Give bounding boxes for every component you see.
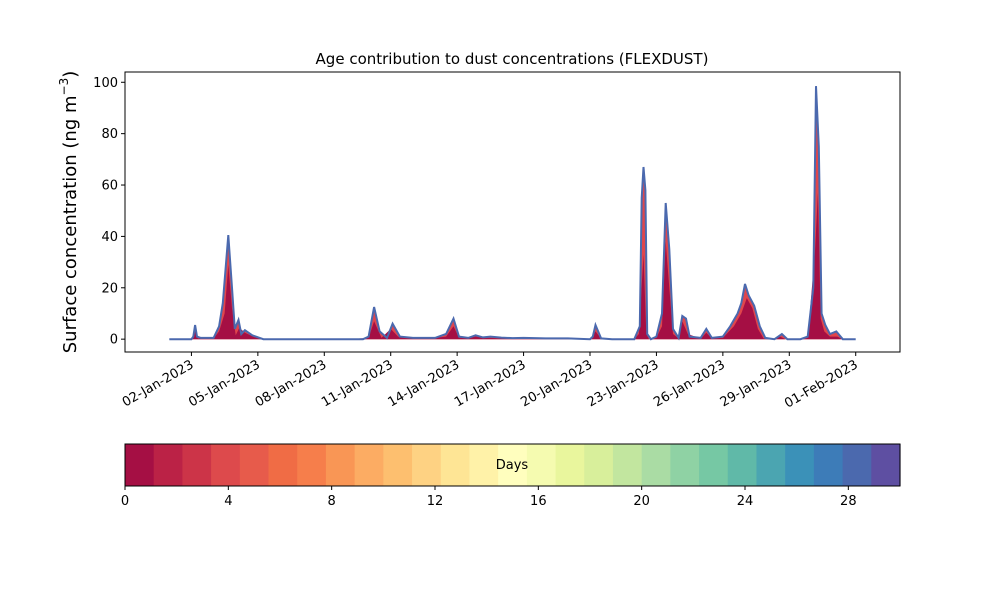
plot-area <box>169 86 856 341</box>
colorbar-tick-label: 24 <box>737 494 754 509</box>
colorbar-tick-label: 4 <box>224 494 232 509</box>
colorbar-segment <box>526 444 557 486</box>
colorbar-tick-label: 8 <box>328 494 336 509</box>
colorbar-segment <box>440 444 471 486</box>
y-axis-label-exponent: −3 <box>57 78 71 96</box>
colorbar-segment <box>871 444 901 486</box>
colorbar-segment <box>211 444 241 486</box>
colorbar-segment <box>756 444 786 486</box>
y-axis-label: Surface concentration (ng m−3) <box>57 71 81 354</box>
chart-title: Age contribution to dust concentrations … <box>316 50 709 68</box>
colorbar-segment <box>239 444 270 486</box>
total-line <box>169 86 856 341</box>
y-axis-label-main: Surface concentration (ng m <box>60 95 81 353</box>
y-tick-label: 40 <box>101 230 118 245</box>
colorbar-segment <box>469 444 499 486</box>
colorbar-segment <box>641 444 671 486</box>
y-tick-label: 0 <box>110 333 118 348</box>
colorbar-segment <box>325 444 356 486</box>
colorbar-segment <box>268 444 298 486</box>
colorbar-segment <box>297 444 327 486</box>
plot-frame <box>124 71 901 353</box>
colorbar-segment <box>555 444 585 486</box>
colorbar-tick-label: 0 <box>121 494 129 509</box>
colorbar-segment <box>354 444 384 486</box>
colorbar-tick-label: 16 <box>530 494 547 509</box>
colorbar-ticks: 0 4 8 12 16 20 24 28 <box>121 486 857 509</box>
colorbar-segment <box>412 444 442 486</box>
colorbar-segment <box>842 444 872 486</box>
colorbar-segment <box>699 444 729 486</box>
y-axis: 0 20 40 60 80 100 <box>93 76 125 348</box>
colorbar-segment <box>813 444 844 486</box>
colorbar-tick-label: 20 <box>633 494 650 509</box>
colorbar <box>125 444 901 486</box>
colorbar-frame <box>124 443 901 487</box>
colorbar-label: Days <box>496 458 529 473</box>
colorbar-tick-label: 28 <box>840 494 857 509</box>
colorbar-segment <box>727 444 758 486</box>
y-axis-label-close: ) <box>60 71 81 78</box>
y-tick-label: 80 <box>101 127 118 142</box>
colorbar-segment <box>153 444 183 486</box>
colorbar-segment <box>182 444 212 486</box>
colorbar-segment <box>785 444 815 486</box>
colorbar-segment <box>498 444 528 486</box>
y-tick-label: 60 <box>101 179 118 194</box>
colorbar-tick-label: 12 <box>427 494 444 509</box>
colorbar-segment <box>670 444 700 486</box>
colorbar-segment <box>125 444 155 486</box>
colorbar-segment <box>584 444 614 486</box>
colorbar-segment <box>383 444 413 486</box>
y-tick-label: 100 <box>93 76 118 91</box>
colorbar-segment <box>612 444 643 486</box>
y-tick-label: 20 <box>101 281 118 296</box>
